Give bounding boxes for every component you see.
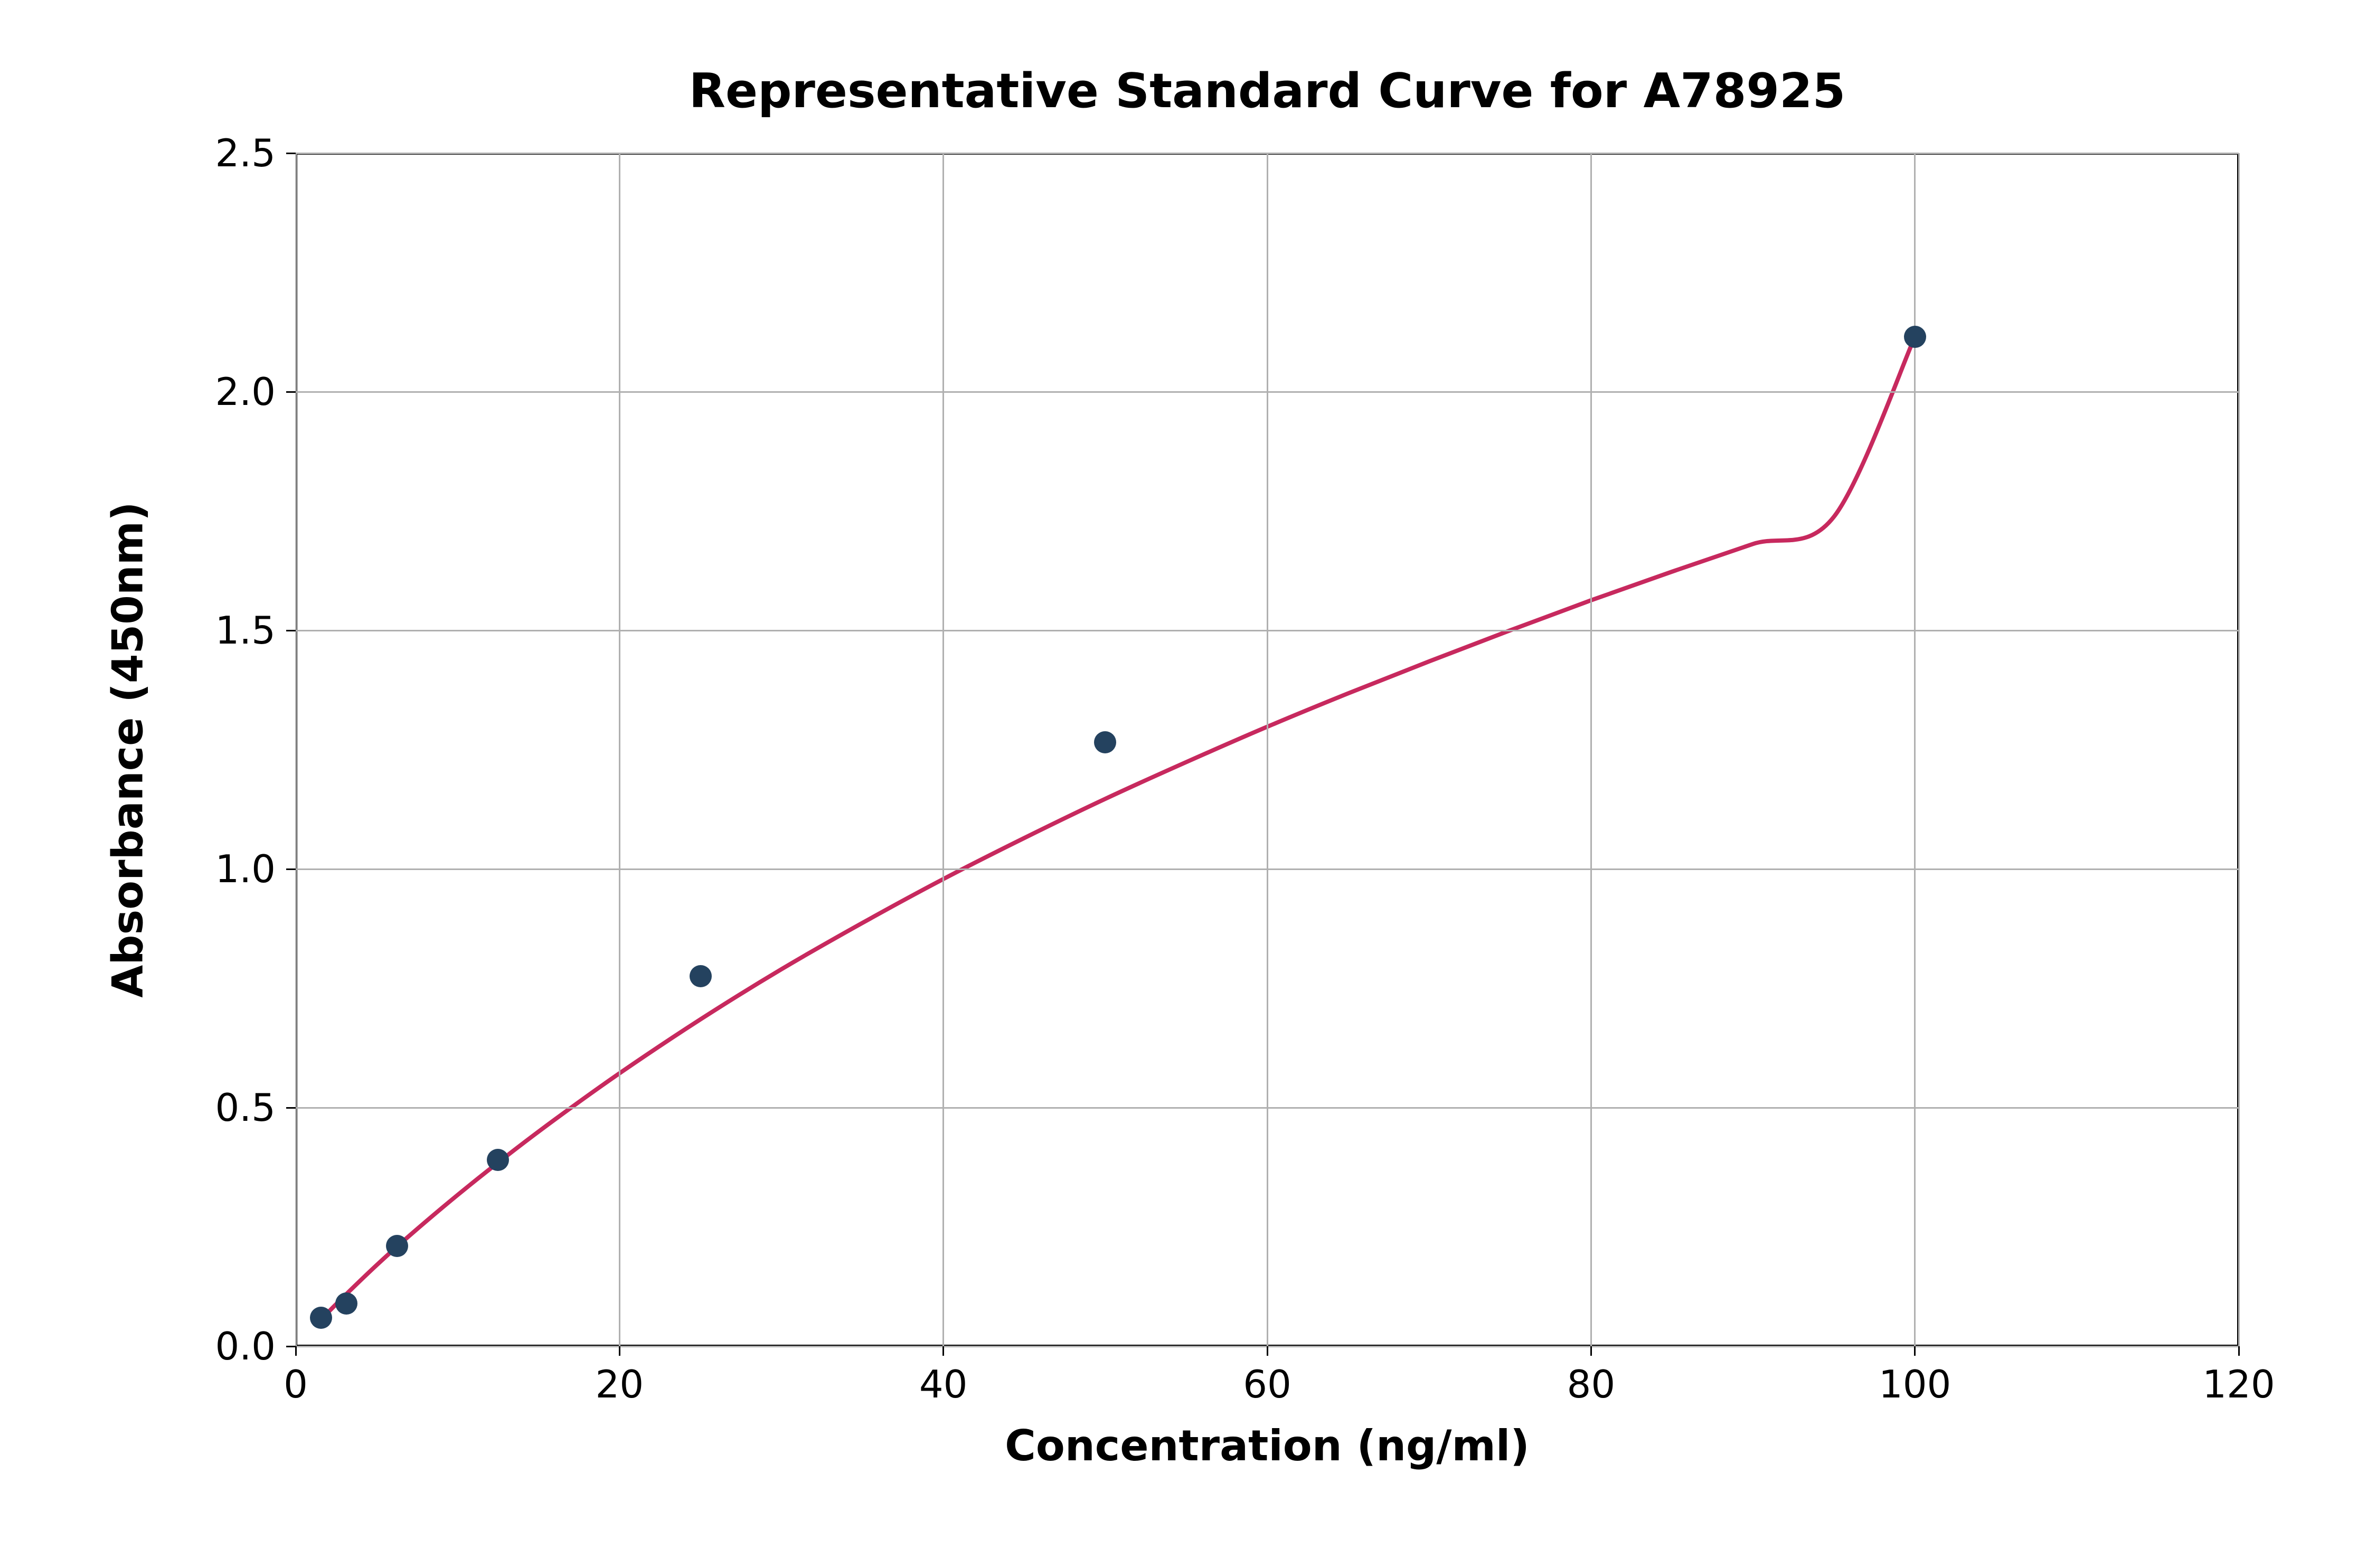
- x-axis-label: Concentration (ng/ml): [1005, 1421, 1530, 1470]
- x-tick-label: 20: [596, 1362, 644, 1406]
- y-axis-label: Absorbance (450nm): [103, 502, 153, 997]
- y-tick-mark: [286, 630, 296, 631]
- gridline-vertical: [2238, 153, 2240, 1346]
- scatter-point: [1904, 326, 1926, 348]
- x-tick-label: 120: [2202, 1362, 2275, 1406]
- y-tick-label: 2.5: [215, 131, 276, 175]
- gridline-horizontal: [296, 153, 2239, 154]
- x-tick-mark: [1914, 1346, 1916, 1356]
- y-tick-mark: [286, 1346, 296, 1347]
- gridline-vertical: [942, 153, 944, 1346]
- gridline-horizontal: [296, 391, 2239, 393]
- scatter-point: [310, 1307, 332, 1329]
- gridline-vertical: [1267, 153, 1268, 1346]
- x-tick-mark: [1267, 1346, 1268, 1356]
- x-tick-mark: [942, 1346, 944, 1356]
- gridline-horizontal: [296, 1107, 2239, 1109]
- gridline-horizontal: [296, 868, 2239, 870]
- fit-curve-path: [321, 337, 1915, 1319]
- x-tick-label: 80: [1567, 1362, 1616, 1406]
- figure: Representative Standard Curve for A78925…: [0, 0, 2376, 1568]
- y-tick-mark: [286, 391, 296, 393]
- scatter-point: [487, 1149, 509, 1171]
- scatter-point: [386, 1235, 408, 1257]
- x-tick-label: 40: [919, 1362, 968, 1406]
- y-tick-label: 0.5: [215, 1085, 276, 1130]
- gridline-horizontal: [296, 630, 2239, 631]
- y-tick-label: 2.0: [215, 370, 276, 414]
- y-tick-label: 1.5: [215, 608, 276, 653]
- x-tick-label: 0: [284, 1362, 308, 1406]
- x-tick-mark: [1590, 1346, 1592, 1356]
- gridline-vertical: [619, 153, 620, 1346]
- x-tick-mark: [295, 1346, 297, 1356]
- x-tick-label: 60: [1243, 1362, 1291, 1406]
- y-tick-label: 0.0: [215, 1324, 276, 1368]
- y-tick-mark: [286, 1107, 296, 1109]
- gridline-vertical: [295, 153, 297, 1346]
- chart-title: Representative Standard Curve for A78925: [689, 63, 1846, 119]
- scatter-point: [1094, 731, 1116, 753]
- plot-area: [296, 153, 2239, 1346]
- x-tick-label: 100: [1879, 1362, 1951, 1406]
- scatter-point: [690, 965, 712, 987]
- gridline-vertical: [1590, 153, 1592, 1346]
- scatter-point: [335, 1292, 357, 1315]
- x-tick-mark: [619, 1346, 620, 1356]
- y-tick-label: 1.0: [215, 847, 276, 891]
- y-tick-mark: [286, 153, 296, 154]
- x-tick-mark: [2238, 1346, 2240, 1356]
- y-tick-mark: [286, 868, 296, 870]
